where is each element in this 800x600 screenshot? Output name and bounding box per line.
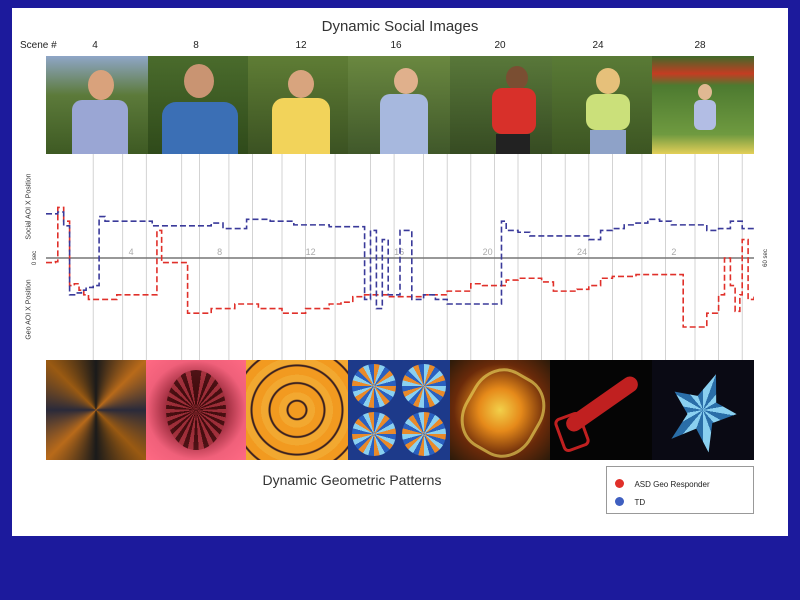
center-left-label: 0 sec	[32, 250, 38, 266]
social-title: Dynamic Social Images	[321, 18, 479, 35]
series-line-asd-geo-responder	[46, 206, 754, 328]
geometric-pattern-2	[146, 360, 246, 460]
scene-tick: 16	[390, 40, 402, 51]
series-line-td	[46, 211, 754, 310]
geometric-pattern-4	[348, 360, 450, 460]
geometric-title: Dynamic Geometric Patterns	[262, 472, 442, 488]
center-ticks: 4 8 12 16 20 24 2	[129, 247, 677, 257]
series-group	[46, 206, 754, 328]
scene-tick: 12	[295, 40, 307, 51]
geometric-pattern-1	[46, 360, 146, 460]
social-image-5	[450, 56, 552, 154]
legend-item-td: TD	[615, 493, 645, 511]
center-tick-label: 12	[306, 247, 316, 257]
legend-item-asd: ASD Geo Responder	[615, 475, 710, 493]
center-tick-label: 16	[394, 247, 404, 257]
center-tick-label: 2	[671, 247, 676, 257]
scene-tick: 28	[694, 40, 706, 51]
geometric-pattern-3	[246, 360, 348, 460]
legend-swatch-td	[615, 497, 624, 506]
scene-grid	[92, 154, 743, 360]
legend-label-td: TD	[634, 498, 646, 507]
social-image-1	[46, 56, 148, 154]
geometric-pattern-7	[652, 360, 754, 460]
scene-tick: 24	[592, 40, 604, 51]
social-image-4	[348, 56, 450, 154]
geometric-pattern-6	[550, 360, 652, 460]
legend-swatch-asd	[615, 479, 624, 488]
social-image-6	[552, 56, 652, 154]
center-tick-label: 4	[129, 247, 134, 257]
scene-label: Scene #	[20, 40, 57, 51]
gaze-chart: 4 8 12 16 20 24 2	[46, 154, 754, 360]
social-image-7	[652, 56, 754, 154]
scene-tick: 8	[193, 40, 199, 51]
legend-label-asd: ASD Geo Responder	[634, 480, 710, 489]
social-image-3	[248, 56, 348, 154]
scene-tick: 20	[494, 40, 506, 51]
center-tick-label: 20	[483, 247, 493, 257]
center-right-label: 60 sec	[763, 249, 769, 267]
center-tick-label: 8	[217, 247, 222, 257]
slide: Dynamic Social Images Scene # 4 8 12 16 …	[12, 8, 788, 536]
social-image-2	[148, 56, 248, 154]
scene-tick: 4	[92, 40, 98, 51]
geometric-pattern-5	[450, 360, 550, 460]
center-tick-label: 24	[577, 247, 587, 257]
legend: ASD Geo Responder TD	[606, 466, 754, 514]
